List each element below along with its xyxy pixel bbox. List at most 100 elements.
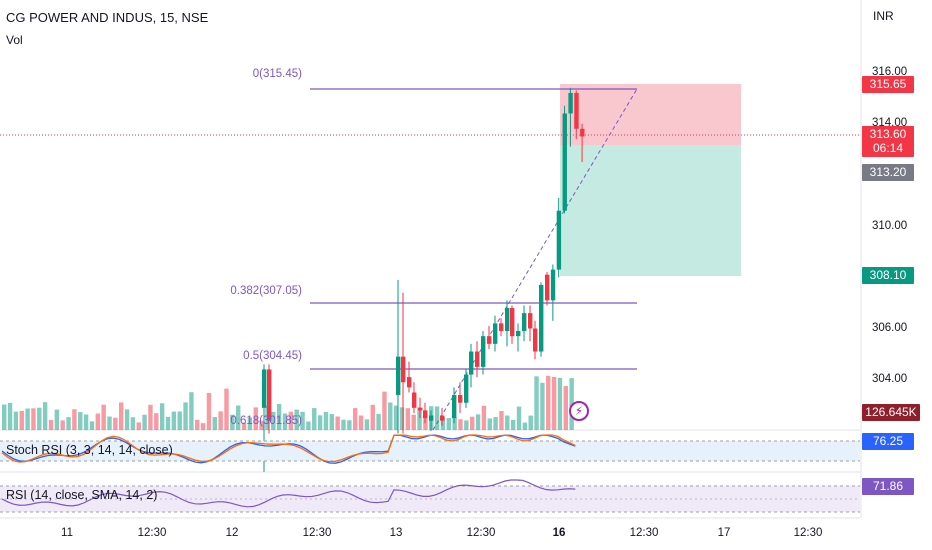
candle-body bbox=[469, 351, 474, 375]
volume-bar bbox=[481, 405, 487, 430]
volume-bar bbox=[376, 413, 381, 430]
volume-bar bbox=[78, 411, 83, 430]
volume-indicator-label[interactable]: Vol bbox=[6, 33, 23, 47]
candle-body bbox=[452, 395, 457, 419]
volume-bar bbox=[294, 409, 299, 430]
volume-bar bbox=[271, 411, 276, 430]
volume-bar bbox=[546, 375, 551, 430]
volume-bar bbox=[329, 414, 334, 430]
volume-bar bbox=[323, 411, 329, 430]
volume-bar bbox=[89, 421, 95, 430]
volume-bar bbox=[31, 408, 36, 430]
rsi-label[interactable]: RSI (14, close, SMA, 14, 2) bbox=[6, 488, 158, 502]
volume-bar bbox=[341, 419, 346, 430]
candle-body bbox=[499, 323, 504, 332]
volume-bar bbox=[347, 420, 352, 430]
fib-trend-line[interactable] bbox=[432, 88, 638, 431]
volume-value-tag: 126.645K bbox=[862, 404, 920, 421]
time-axis-label: 12:30 bbox=[466, 527, 496, 539]
candle-body bbox=[493, 323, 498, 344]
symbol-title[interactable]: CG POWER AND INDUS, 15, NSE bbox=[6, 10, 209, 25]
stoch-rsi-label[interactable]: Stoch RSI (3, 3, 14, 14, close) bbox=[6, 443, 173, 457]
volume-bar bbox=[393, 405, 399, 430]
volume-bar bbox=[528, 415, 533, 430]
volume-bar bbox=[335, 416, 340, 430]
volume-bar bbox=[259, 420, 264, 430]
volume-bar bbox=[563, 386, 568, 430]
fib-label-0382: 0.382(307.05) bbox=[230, 285, 302, 297]
price-axis-label: 304.00 bbox=[872, 373, 908, 385]
volume-bar bbox=[195, 419, 200, 430]
volume-bar bbox=[364, 419, 370, 430]
volume-bar bbox=[37, 407, 42, 430]
profit-target-zone[interactable] bbox=[560, 145, 741, 276]
bar-countdown: 06:14 bbox=[872, 141, 904, 155]
entry-price-tag: 313.20 bbox=[862, 164, 914, 181]
volume-bar bbox=[107, 416, 112, 430]
candle-body bbox=[418, 407, 423, 411]
volume-bar bbox=[487, 418, 492, 430]
volume-bar bbox=[388, 402, 393, 430]
volume-bar bbox=[282, 413, 288, 430]
volume-bar bbox=[60, 420, 65, 430]
candle-body bbox=[556, 210, 562, 270]
volume-bar bbox=[66, 417, 71, 430]
volume-bar bbox=[7, 402, 13, 430]
volume-bar bbox=[177, 411, 182, 430]
currency-label: INR bbox=[873, 9, 894, 23]
candle-body bbox=[429, 415, 434, 421]
candle-body bbox=[545, 274, 550, 301]
time-axis-label: 11 bbox=[61, 527, 73, 539]
candle-body bbox=[522, 313, 527, 332]
candlesticks bbox=[262, 87, 585, 472]
volume-bar bbox=[312, 408, 317, 430]
volume-bar bbox=[165, 416, 171, 430]
stop-loss-zone[interactable] bbox=[560, 84, 741, 145]
volume-bar bbox=[557, 377, 563, 430]
volume-bar bbox=[534, 376, 539, 430]
volume-bar bbox=[136, 422, 141, 430]
candle-body bbox=[262, 369, 267, 408]
rsi-value-tag: 71.86 bbox=[862, 478, 914, 495]
volume-bar bbox=[358, 415, 364, 430]
volume-bar bbox=[288, 411, 294, 430]
candle-body bbox=[481, 336, 486, 367]
candle-body bbox=[580, 128, 585, 137]
price-axis-label: 316.00 bbox=[872, 66, 908, 78]
volume-bar bbox=[212, 417, 217, 430]
volume-bar bbox=[101, 404, 106, 430]
lightning-icon[interactable]: ⚡ bbox=[569, 401, 589, 421]
candle-body bbox=[475, 351, 480, 367]
volume-bar bbox=[224, 388, 229, 430]
volume-bar bbox=[230, 414, 235, 430]
volume-bar bbox=[411, 414, 416, 430]
volume-bar bbox=[382, 391, 387, 430]
candle-body bbox=[550, 269, 556, 301]
volume-bar bbox=[417, 407, 422, 430]
volume-bar bbox=[130, 417, 136, 430]
candle-body bbox=[510, 308, 515, 337]
volume-bar bbox=[464, 420, 469, 430]
candle-body bbox=[568, 92, 573, 114]
volume-bar bbox=[353, 408, 358, 430]
stoch-band bbox=[0, 441, 860, 461]
volume-bar bbox=[25, 408, 30, 430]
volume-bar bbox=[440, 417, 446, 430]
volume-bar bbox=[189, 392, 194, 430]
volume-bar bbox=[48, 419, 54, 430]
volume-bar bbox=[405, 408, 411, 430]
volume-bar bbox=[399, 407, 405, 430]
candle-body bbox=[505, 308, 510, 332]
time-axis-label: 17 bbox=[717, 527, 731, 539]
volume-bar bbox=[159, 403, 165, 430]
fib-label-0618: 0.618(301.85) bbox=[230, 415, 302, 427]
rsi-line bbox=[1, 479, 576, 508]
volume-bar bbox=[54, 409, 60, 430]
candle-body bbox=[396, 356, 401, 396]
volume-bar bbox=[317, 415, 323, 430]
volume-bar bbox=[19, 410, 24, 430]
candle-body bbox=[516, 331, 521, 337]
last-price-value: 313.60 bbox=[869, 127, 907, 141]
volume-bar bbox=[247, 417, 253, 430]
